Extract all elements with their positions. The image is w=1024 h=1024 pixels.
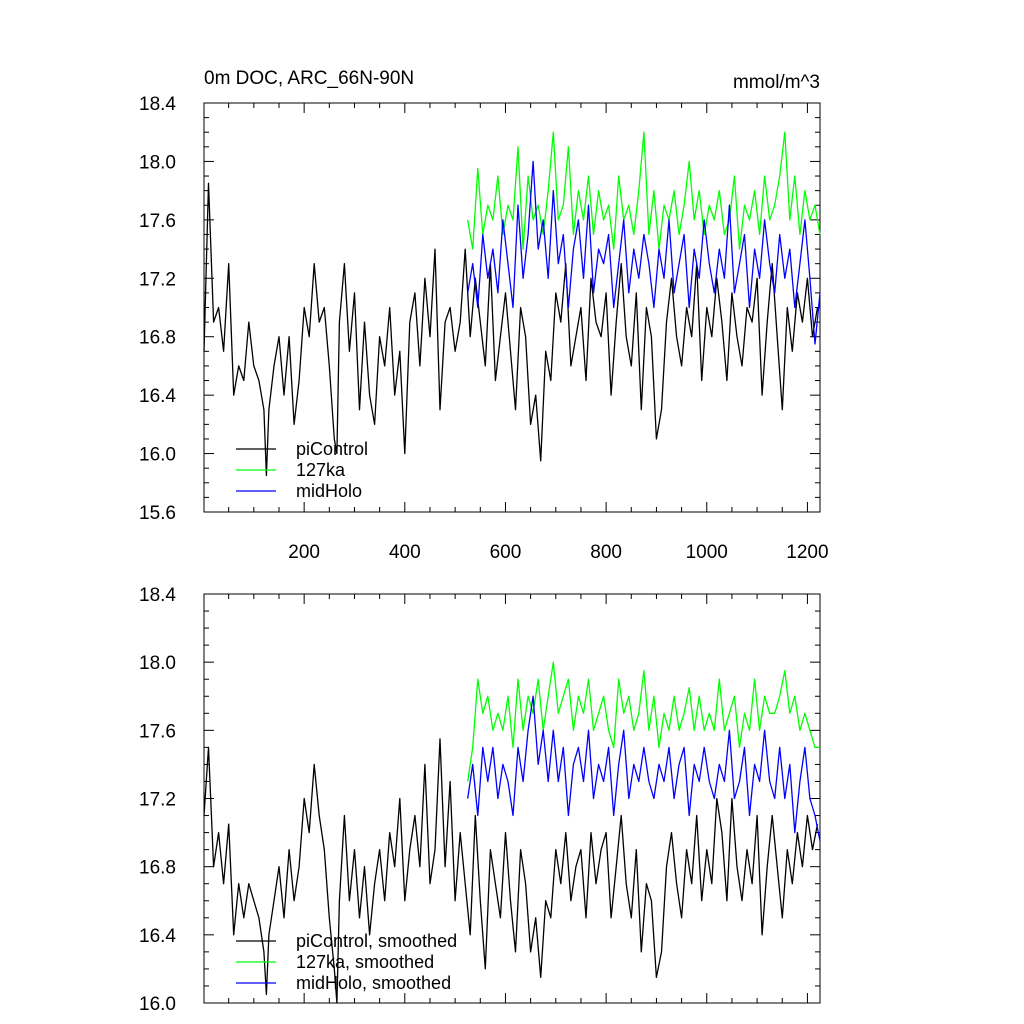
legend-label: 127ka bbox=[296, 460, 346, 480]
series-line-bottom-0 bbox=[203, 738, 819, 1004]
series-line-bottom-2 bbox=[467, 695, 821, 842]
legend-label: 127ka, smoothed bbox=[296, 952, 434, 972]
chart-title: 0m DOC, ARC_66N-90N bbox=[204, 68, 414, 89]
series-line-top-2 bbox=[467, 160, 821, 345]
x-tick-label: 1200 bbox=[786, 542, 828, 563]
series-line-top-0 bbox=[203, 182, 819, 477]
legend-label: midHolo, smoothed bbox=[296, 973, 451, 993]
y-tick-label: 16.4 bbox=[139, 926, 176, 947]
x-tick-label: 600 bbox=[490, 542, 522, 563]
y-tick-label: 16.8 bbox=[139, 858, 176, 879]
x-tick-label: 200 bbox=[288, 542, 320, 563]
x-tick-label: 1000 bbox=[686, 542, 728, 563]
x-tick-label: 800 bbox=[590, 542, 622, 563]
y-tick-label: 17.6 bbox=[139, 211, 176, 232]
legend-label: midHolo bbox=[296, 481, 362, 501]
x-tick-label: 400 bbox=[389, 542, 421, 563]
y-tick-label: 18.0 bbox=[139, 152, 176, 173]
y-tick-label: 18.4 bbox=[139, 94, 176, 115]
y-tick-label: 17.6 bbox=[139, 721, 176, 742]
legend-label: piControl, smoothed bbox=[296, 931, 457, 951]
legend-label: piControl bbox=[296, 439, 368, 459]
y-tick-label: 17.2 bbox=[139, 269, 176, 290]
y-tick-label: 16.0 bbox=[139, 445, 176, 466]
units-label: mmol/m^3 bbox=[733, 72, 820, 93]
y-tick-label: 17.2 bbox=[139, 790, 176, 811]
series-line-top-1 bbox=[467, 131, 821, 250]
y-tick-label: 16.0 bbox=[139, 994, 176, 1015]
series-line-bottom-1 bbox=[467, 661, 820, 782]
y-tick-label: 16.4 bbox=[139, 386, 176, 407]
bottom-plot-panel: 16.0 16.4 16.8 17.2 17.6 18.0 18.4 piControl, s… bbox=[139, 585, 821, 1015]
y-tick-label: 18.4 bbox=[139, 585, 176, 606]
y-tick-label: 18.0 bbox=[139, 653, 176, 674]
top-plot-panel: 15.6 16.0 16.4 16.8 17.2 17.6 18.0 18.4 200 400 60… bbox=[139, 94, 829, 563]
y-tick-label: 15.6 bbox=[139, 503, 176, 524]
y-tick-label: 16.8 bbox=[139, 328, 176, 349]
